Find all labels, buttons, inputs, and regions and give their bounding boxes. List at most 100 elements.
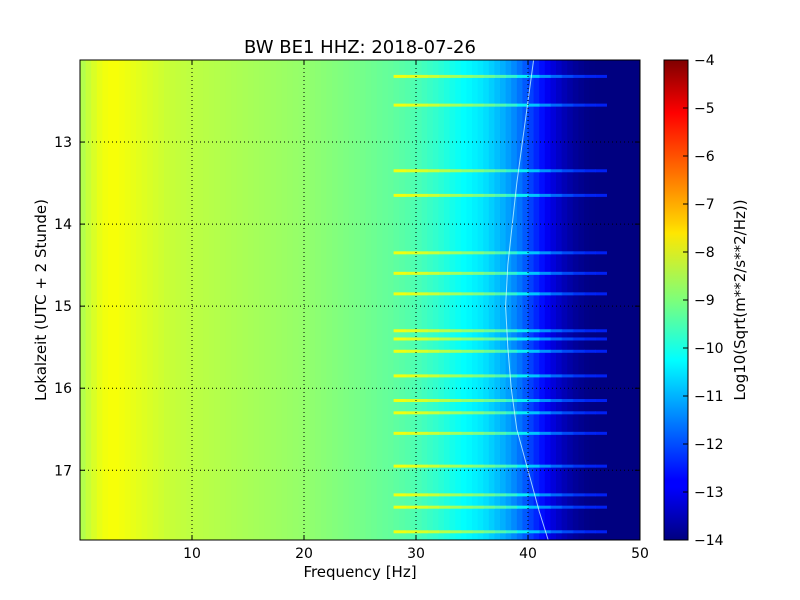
spectrogram-column [270, 60, 277, 540]
spectrogram-band [427, 271, 439, 275]
spectrogram-band [416, 399, 428, 403]
spectrogram-band [561, 271, 574, 275]
spectrogram-column [634, 60, 640, 540]
plot-area [80, 60, 640, 540]
spectrogram-band [404, 349, 417, 353]
y-tick-label: 14 [54, 217, 72, 233]
spectrogram-band [550, 271, 563, 275]
spectrogram-band [494, 193, 507, 197]
colorbar-tick-label: −14 [694, 533, 724, 549]
spectrogram-column [371, 60, 378, 540]
spectrogram-band [483, 251, 495, 255]
spectrogram-band [472, 431, 484, 435]
spectrogram-column [102, 60, 109, 540]
spectrogram-column [360, 60, 367, 540]
spectrogram-column [292, 60, 299, 540]
spectrogram-band [550, 464, 563, 468]
spectrogram-band [584, 411, 596, 415]
spectrogram-column [304, 60, 311, 540]
spectrogram-column [376, 60, 383, 540]
spectrogram-column [606, 60, 613, 540]
spectrogram-band [494, 530, 507, 534]
spectrogram-band [505, 399, 518, 403]
spectrogram-band [427, 251, 439, 255]
spectrogram-column [460, 60, 467, 540]
spectrogram-band [505, 337, 518, 341]
spectrogram-band [483, 349, 495, 353]
spectrogram-band [460, 292, 473, 296]
spectrogram-column [220, 60, 227, 540]
spectrogram-band [584, 337, 596, 341]
spectrogram-column [539, 60, 546, 540]
spectrogram-band [595, 374, 607, 378]
spectrogram-band [404, 337, 417, 341]
spectrogram-band [427, 169, 439, 173]
colorbar-tick-label: −6 [694, 149, 715, 165]
colorbar-ticks: −4 −5 −6 −7 −8 −9 −10 −11 −12 −13 −14 [683, 53, 724, 549]
spectrogram-band [572, 349, 585, 353]
spectrogram-band [505, 464, 518, 468]
spectrogram-band [449, 193, 462, 197]
spectrogram-band [595, 251, 607, 255]
spectrogram-band [550, 431, 563, 435]
spectrogram-band [483, 530, 495, 534]
spectrogram-band [561, 530, 574, 534]
spectrogram-column [124, 60, 131, 540]
spectrogram-band [505, 493, 518, 497]
colorbar-tick-label: −11 [694, 389, 724, 405]
spectrogram-band [472, 193, 484, 197]
spectrogram-band [393, 530, 406, 534]
spectrogram-band [505, 530, 518, 534]
spectrogram-band [483, 411, 495, 415]
spectrogram-band [494, 431, 507, 435]
plot-frame [79, 59, 641, 541]
spectrogram-band [539, 349, 551, 353]
spectrogram-band [404, 271, 417, 275]
spectrogram-band [584, 505, 596, 509]
spectrogram-band [550, 337, 563, 341]
y-axis-ticks: 13 14 15 16 17 [54, 135, 640, 479]
spectrogram-column [186, 60, 193, 540]
spectrogram-band [550, 169, 563, 173]
spectrogram-band [449, 329, 462, 333]
spectrogram-band [516, 505, 529, 509]
spectrogram-column [248, 60, 255, 540]
spectrogram-band [572, 337, 585, 341]
spectrogram-band [449, 349, 462, 353]
spectrogram-band [528, 505, 540, 509]
spectrogram-band [550, 329, 563, 333]
spectrogram-band [427, 411, 439, 415]
spectrogram-band [427, 292, 439, 296]
spectrogram-band [516, 349, 529, 353]
spectrogram-band [404, 411, 417, 415]
spectrogram-band [460, 431, 473, 435]
colorbar-tick-label: −5 [694, 101, 715, 117]
spectrogram-band [539, 374, 551, 378]
x-tick-label: 50 [631, 546, 649, 562]
spectrogram-band [416, 74, 428, 78]
spectrogram-band [528, 292, 540, 296]
spectrogram-band [505, 411, 518, 415]
grid-lines [80, 60, 640, 540]
spectrogram-band [416, 374, 428, 378]
spectrogram-band [572, 411, 585, 415]
spectrogram-band [416, 464, 428, 468]
x-tick-label: 40 [519, 546, 537, 562]
spectrogram-band [460, 493, 473, 497]
spectrogram-band [460, 374, 473, 378]
spectrogram-band [550, 349, 563, 353]
spectrogram-column [449, 60, 456, 540]
spectrogram-column [410, 60, 417, 540]
spectrogram-band [393, 251, 406, 255]
spectrogram-band [516, 411, 529, 415]
spectrogram-band [494, 169, 507, 173]
spectrogram-band [494, 493, 507, 497]
spectrogram-column [180, 60, 187, 540]
spectrogram-band [528, 169, 540, 173]
spectrogram-band [449, 337, 462, 341]
spectrogram-column [259, 60, 266, 540]
spectrogram-band [584, 271, 596, 275]
spectrogram-column [164, 60, 171, 540]
spectrogram-band [483, 399, 495, 403]
